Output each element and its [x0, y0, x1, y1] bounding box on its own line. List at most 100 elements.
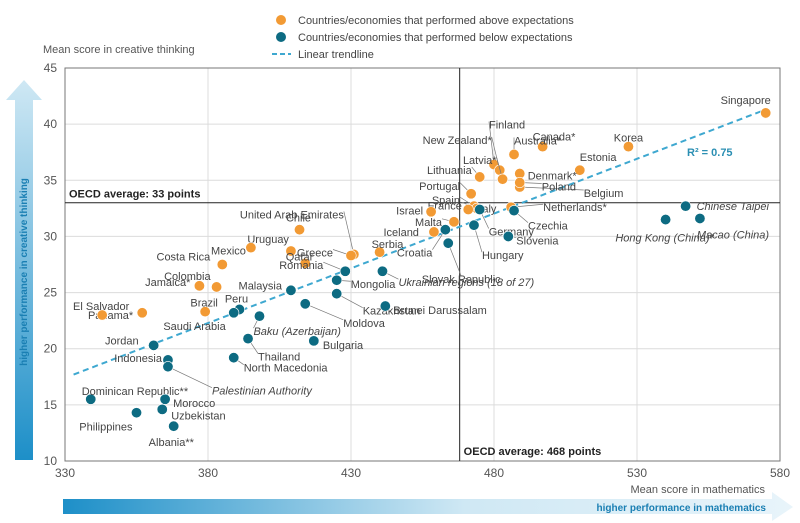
plot-frame — [64, 67, 781, 462]
point-singapore — [760, 107, 772, 119]
point-chile — [294, 224, 306, 236]
point-label-slovak-republic: Slovak Republic — [422, 274, 501, 286]
point-estonia — [574, 164, 586, 176]
x-tick-label: 530 — [627, 466, 647, 480]
point-jamaica — [193, 280, 205, 292]
point-label-mexico: Mexico — [211, 246, 246, 258]
point-costa-rica — [216, 258, 228, 270]
plot-area: 10 15 20 25 30 35 40 45 330 380 430 480 530 580 OECD a… — [44, 61, 791, 480]
point-label-france: France — [428, 200, 462, 212]
point-slovenia — [502, 230, 514, 242]
point-malaysia — [285, 284, 297, 296]
y-arrow-label: higher performance in creative thinking — [19, 178, 30, 366]
point-label-uzbekistan: Uzbekistan — [171, 410, 225, 422]
point-morocco — [159, 393, 171, 405]
point-uzbekistan — [156, 403, 168, 415]
leader-line-belgium — [519, 186, 584, 191]
y-tick-label: 15 — [44, 398, 58, 412]
point-label-canada: Canada* — [533, 132, 577, 144]
point-italy — [462, 203, 474, 215]
point-korea — [622, 141, 634, 153]
y-tick-label: 45 — [44, 61, 58, 75]
point-poland — [514, 177, 526, 189]
point-brunei-darussalam — [379, 300, 391, 312]
point-label-peru: Peru — [225, 293, 248, 305]
legend-above-label: Countries/economies that performed above… — [298, 15, 574, 27]
leader-line-finland — [488, 121, 495, 165]
point-label-indonesia: Indonesia — [114, 353, 163, 365]
point-colombia — [211, 281, 223, 293]
point-israel — [425, 206, 437, 218]
point-panama — [136, 307, 148, 319]
point-label-qatar: Qatar — [286, 251, 314, 263]
point-albania — [168, 420, 180, 432]
point-label-finland: Finland — [489, 120, 525, 132]
point-iceland — [428, 226, 440, 238]
point-label-iceland: Iceland — [383, 227, 418, 239]
point-label-denmark: Denmark* — [528, 171, 578, 183]
point-label-estonia: Estonia — [580, 152, 618, 164]
point-label-netherlands: Netherlands* — [543, 202, 607, 214]
leader-line-united-arab-emirates — [343, 211, 355, 255]
point-moldova — [299, 298, 311, 310]
point-label-belgium: Belgium — [584, 188, 624, 200]
legend-trend-label: Linear trendline — [298, 49, 374, 61]
point-label-philippines: Philippines — [79, 422, 133, 434]
point-label-baku-azerbaijan: Baku (Azerbaijan) — [253, 326, 341, 338]
point-latvia — [497, 173, 509, 185]
y-tick-label: 10 — [44, 454, 58, 468]
point-serbia — [374, 246, 386, 258]
y-tick-label: 20 — [44, 342, 58, 356]
x-axis-title: Mean score in mathematics — [631, 484, 766, 496]
point-label-malta: Malta — [415, 217, 443, 229]
point-dominican-republic — [85, 393, 97, 405]
point-label-jamaica: Jamaica* — [145, 277, 191, 289]
point-label-albania: Albania** — [149, 437, 195, 449]
x-tick-label: 480 — [484, 466, 504, 480]
point-label-malaysia: Malaysia — [239, 280, 283, 292]
point-label-greece: Greece — [297, 248, 333, 260]
point-czechia — [508, 205, 520, 217]
y-tick-label: 40 — [44, 117, 58, 131]
point-greece — [345, 250, 357, 262]
point-saudi-arabia — [228, 307, 240, 319]
point-label-hungary: Hungary — [482, 250, 524, 262]
leader-line-palestinian-authority — [167, 366, 213, 388]
point-lithuania — [474, 171, 486, 183]
point-slovak-republic — [442, 237, 454, 249]
point-hong-kong-china — [660, 214, 672, 226]
point-label-poland: Poland — [542, 182, 576, 194]
point-hungary — [468, 219, 480, 231]
point-australia — [508, 148, 520, 160]
point-label-latvia: Latvia* — [463, 155, 497, 167]
point-label-ukrainian-regions-18-of-27: Ukrainian regions (18 of 27) — [398, 277, 534, 289]
point-mongolia — [331, 274, 343, 286]
point-thailand — [242, 333, 254, 345]
y-direction-arrow: higher performance in creative thinking — [6, 80, 42, 460]
point-label-chinese-taipei: Chinese Taipei — [697, 201, 770, 213]
point-label-portugal: Portugal — [419, 181, 460, 193]
point-label-el-salvador: El Salvador — [73, 301, 130, 313]
point-label-costa-rica: Costa Rica — [157, 252, 212, 264]
legend-below-label: Countries/economies that performed below… — [298, 32, 573, 44]
point-label-palestinian-authority: Palestinian Authority — [212, 386, 313, 398]
point-label-australia: Australia* — [514, 135, 562, 147]
point-label-chile: Chile — [286, 213, 311, 225]
point-label-lithuania: Lithuania — [427, 165, 473, 177]
oecd-y-average-label: OECD average: 33 points — [69, 189, 200, 201]
legend-above-marker — [276, 15, 286, 25]
point-label-kazakhstan: Kazakhstan — [363, 306, 420, 318]
leader-line-moldova — [305, 303, 344, 321]
point-label-saudi-arabia: Saudi Arabia — [163, 321, 226, 333]
point-label-bulgaria: Bulgaria — [323, 340, 364, 352]
point-malta — [448, 216, 460, 228]
point-label-korea: Korea — [614, 133, 644, 145]
point-baku-azerbaijan — [253, 310, 265, 322]
point-label-colombia: Colombia — [164, 271, 211, 283]
point-label-romania: Romania — [279, 260, 324, 272]
point-label-moldova: Moldova — [343, 318, 385, 330]
point-label-new-zealand: New Zealand* — [423, 135, 493, 147]
point-label-morocco: Morocco — [173, 398, 215, 410]
point-label-croatia: Croatia — [397, 248, 433, 260]
